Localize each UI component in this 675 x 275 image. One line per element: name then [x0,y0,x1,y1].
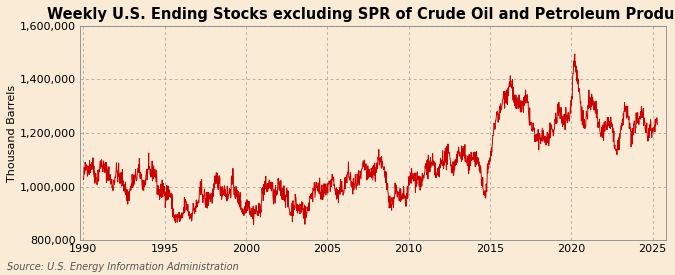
Y-axis label: Thousand Barrels: Thousand Barrels [7,84,17,182]
Text: Source: U.S. Energy Information Administration: Source: U.S. Energy Information Administ… [7,262,238,272]
Title: Weekly U.S. Ending Stocks excluding SPR of Crude Oil and Petroleum Products: Weekly U.S. Ending Stocks excluding SPR … [47,7,675,22]
